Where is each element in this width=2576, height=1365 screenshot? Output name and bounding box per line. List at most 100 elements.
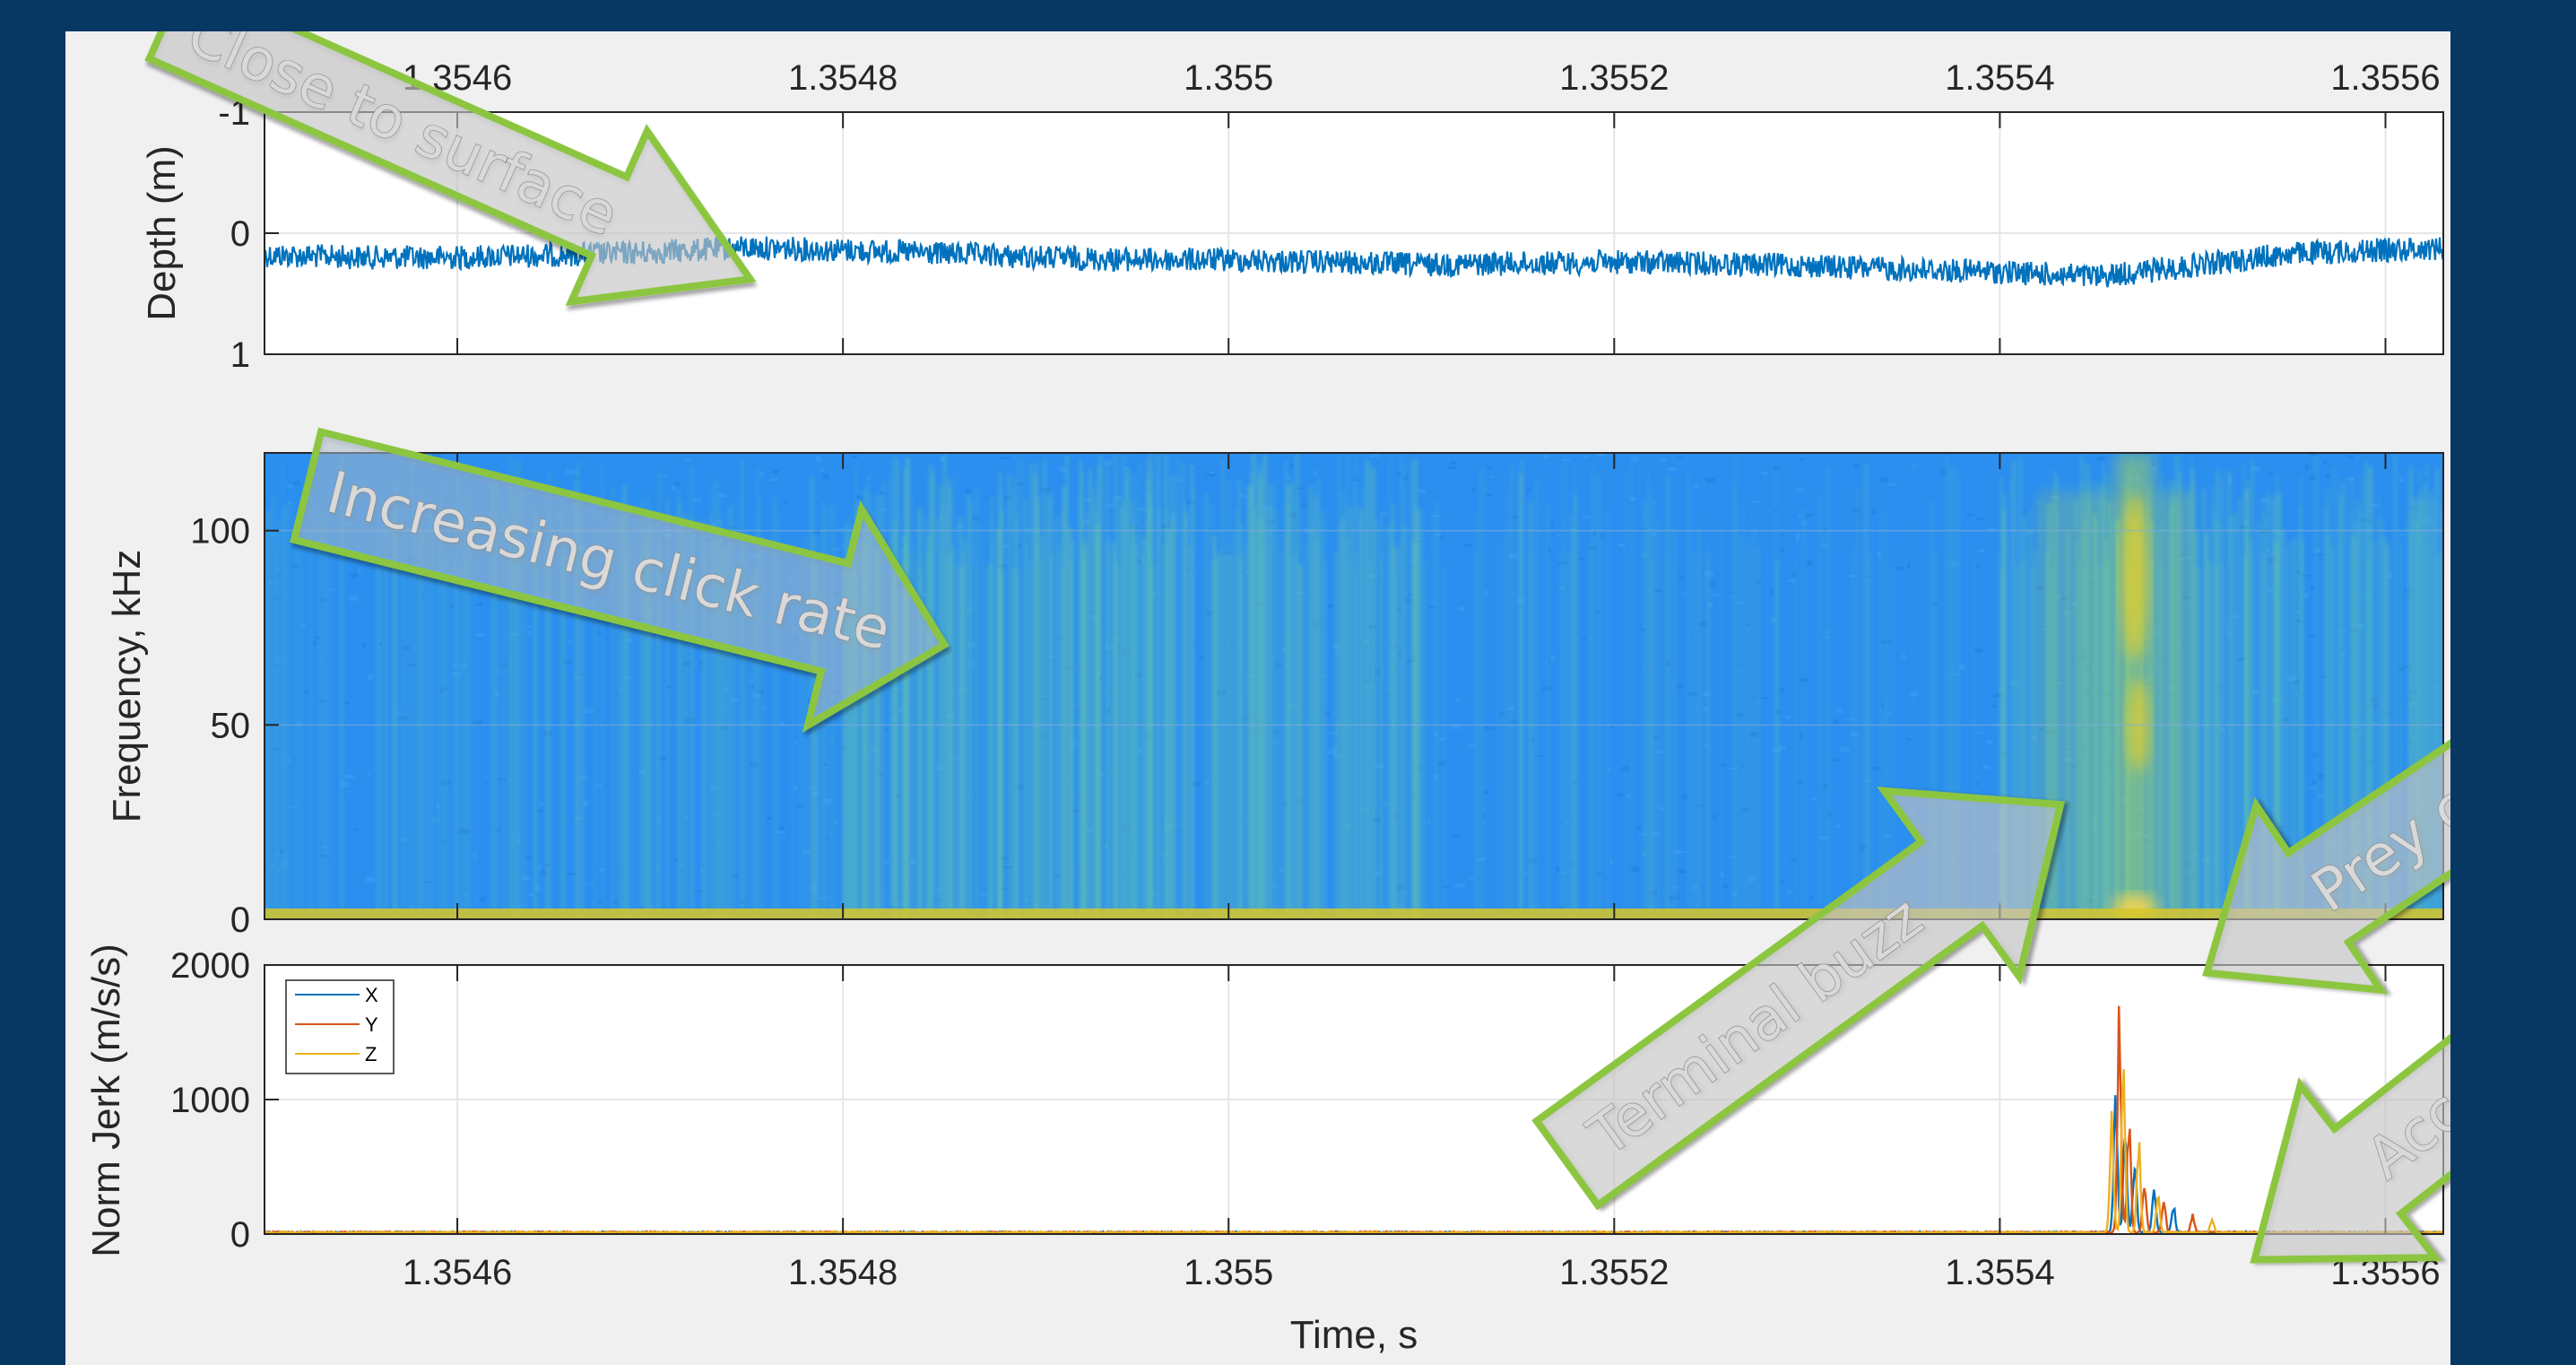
spectrogram-click-line [1393, 569, 1397, 919]
spectrogram-click-line [1134, 535, 1137, 919]
spectrogram-noise-cell [1796, 534, 1800, 539]
spectrogram-click-line [1263, 455, 1267, 919]
spectrogram-click-line [1650, 561, 1652, 919]
spectrogram-events [2038, 453, 2193, 919]
spectrogram-click-line [2353, 534, 2356, 919]
spectrogram-click-line [1225, 544, 1227, 919]
spectrogram-noise-cell [1787, 889, 1792, 895]
spectrogram-click-line [650, 559, 653, 919]
spectrogram-noise-cell [1987, 527, 1995, 531]
spectrogram-noise-cell [1313, 471, 1319, 476]
spectrogram-click-line [914, 560, 915, 919]
spectrogram-click-line [901, 558, 904, 919]
spectrogram-noise-cell [1417, 489, 1427, 493]
spectrogram-noise-cell [1713, 814, 1716, 818]
spectrogram-click-line [1504, 533, 1506, 919]
jerk-xtick-label: 1.355 [1184, 1253, 1273, 1292]
spectrogram-click-line [2205, 535, 2207, 919]
spectrogram-click-line [925, 517, 928, 919]
spectrogram-noise-cell [777, 826, 785, 831]
spectrogram-click-line [1391, 542, 1394, 919]
spectrogram-click-line [897, 460, 899, 919]
spectrogram-click-line [1956, 469, 1959, 919]
spectrogram-noise-cell [421, 596, 425, 599]
spectrogram-noise-cell [1375, 763, 1384, 769]
spectrogram-noise-cell [1941, 469, 1947, 475]
spectrogram-click-line [2012, 461, 2016, 919]
spectrogram-click-line [1251, 485, 1255, 919]
spectrogram-noise-cell [1550, 523, 1555, 527]
spectrogram-click-line [895, 453, 898, 919]
spectrogram-click-line [430, 502, 433, 919]
spectrogram-click-line [996, 527, 1001, 919]
spectrogram-click-line [1253, 506, 1257, 919]
spectrogram-noise-cell [2279, 550, 2285, 553]
spectrogram-noise-cell [1542, 454, 1549, 458]
spectrogram-noise-cell [1973, 648, 1983, 653]
spectrogram-noise-cell [1681, 592, 1689, 595]
spectrogram-click-line [1316, 478, 1321, 919]
spectrogram-noise-cell [1471, 488, 1476, 492]
jerk-series-lines [265, 1005, 2443, 1234]
spectrogram-click-line [1184, 512, 1188, 919]
spectrogram-click-line [2233, 511, 2237, 919]
spectrogram-click-line [1210, 503, 1214, 919]
spectrogram-click-line [465, 540, 470, 919]
spectrogram-click-line [2212, 504, 2215, 919]
spectrogram-click-line [1287, 503, 1291, 919]
spectrogram-noise-cell [681, 864, 684, 868]
spectrogram-click-line [2413, 500, 2416, 919]
spectrogram-click-line [2260, 497, 2263, 919]
spectrogram-noise-cell [2346, 455, 2354, 459]
spectrogram-click-line [742, 542, 746, 919]
spectrogram-click-line [969, 565, 973, 919]
spectrogram-click-line [716, 479, 719, 919]
arrow-terminal-buzz [1531, 787, 2066, 1211]
spectrogram-click-line [1886, 561, 1888, 919]
spectrogram-noise-cell [1440, 535, 1444, 539]
spectrogram-click-line [507, 484, 511, 919]
spectrogram-click-line [1137, 507, 1141, 919]
spectrogram-click-line [955, 563, 959, 919]
spectrogram-noise-cell [1610, 726, 1615, 728]
spectrogram-noise-cell [1653, 735, 1658, 740]
spectrogram-click-line [2033, 566, 2036, 919]
spectrogram-click-line [1572, 525, 1575, 919]
spectrogram-click-line [1191, 465, 1194, 919]
spectrogram-noise-cell [1483, 790, 1489, 795]
spectrogram-noise-cell [775, 829, 785, 833]
spectrogram-noise-cell [431, 580, 437, 583]
spectrogram-noise-cell [881, 861, 889, 864]
spectrogram-noise-cell [2310, 454, 2318, 456]
spectrogram-click-line [266, 510, 270, 919]
spectrogram-noise-cell [1123, 466, 1130, 470]
spectrogram-click-line [1338, 454, 1340, 919]
spectrogram-click-line [904, 535, 906, 919]
spectrogram-noise-cell [694, 890, 703, 893]
spectrogram-noise-cell [1637, 827, 1641, 830]
spectrogram-noise-cell [1805, 513, 1814, 517]
spectrogram-click-line [1235, 509, 1238, 919]
spectrogram-click-line [533, 516, 536, 919]
spectrogram-click-line [1269, 483, 1272, 919]
spectrogram-noise-cell [940, 456, 945, 462]
spectrogram-click-line [1774, 470, 1777, 919]
spectrogram-click-line [490, 479, 494, 919]
spectrogram-click-line [845, 523, 848, 919]
spectrogram-noise-cell [1809, 895, 1813, 900]
spectrogram-noise-cell [598, 900, 603, 904]
spectrogram-noise-cell [1901, 655, 1907, 660]
spectrogram-click-line [691, 514, 695, 919]
spectrogram-click-line [2003, 512, 2006, 919]
spectrogram-click-line [1624, 469, 1626, 919]
spectrogram-click-line [2292, 540, 2295, 919]
spectrogram-noise-cell [2261, 498, 2270, 503]
spectrogram-click-line [1793, 561, 1796, 919]
spectrogram-click-line [2360, 474, 2363, 919]
spectrogram-click-line [1443, 568, 1446, 919]
spectrogram-noise-cell [319, 598, 327, 602]
spectrogram-click-line [1172, 475, 1175, 919]
spectrogram-click-line [1142, 534, 1146, 919]
spectrogram-noise-cell [2301, 593, 2309, 597]
spectrogram-click-line [1529, 552, 1532, 919]
